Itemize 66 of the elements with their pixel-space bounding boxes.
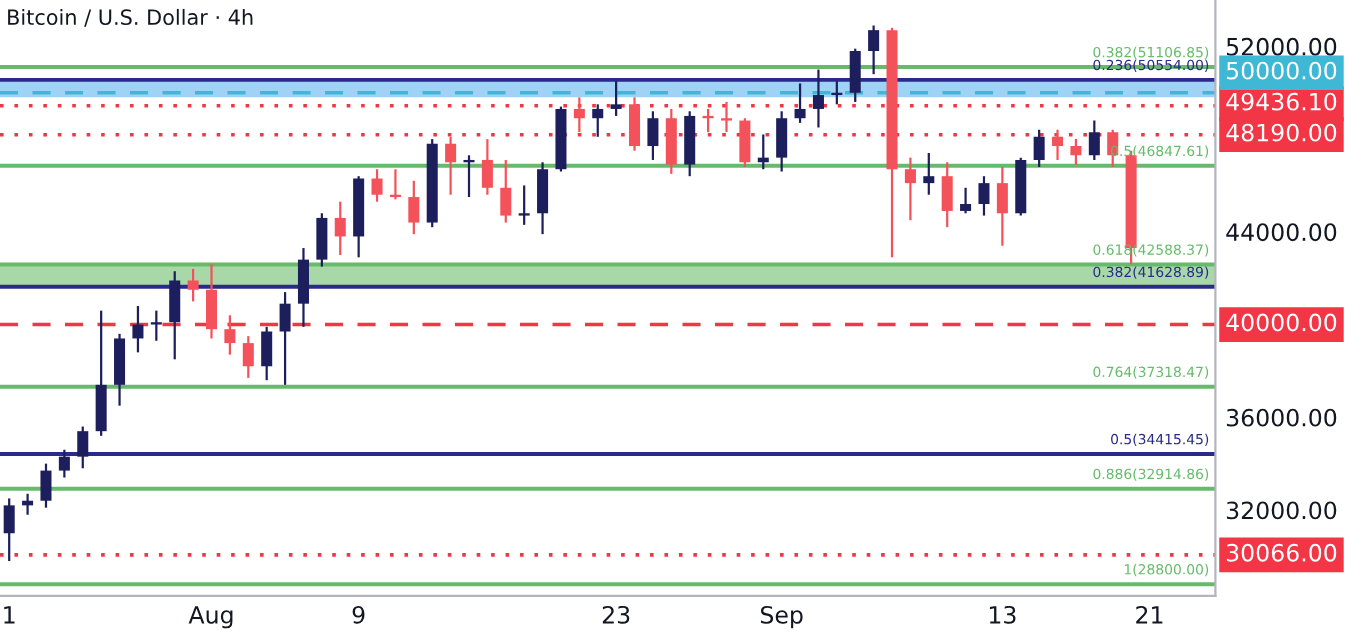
ref-line-label: 40000.00: [1226, 313, 1337, 332]
candlestick: [445, 135, 457, 196]
candlestick: [205, 263, 218, 340]
candlestick: [1052, 128, 1064, 162]
candlestick: [58, 448, 70, 479]
candlestick: [776, 110, 788, 173]
candlestick: [132, 304, 144, 354]
candlestick: [150, 309, 162, 342]
x-tick-label: 23: [602, 605, 630, 624]
candlestick: [812, 68, 824, 129]
candlestick: [1070, 137, 1082, 166]
candlestick: [665, 107, 677, 175]
candlestick: [297, 246, 309, 328]
ref-line-label: 50000.00: [1226, 61, 1337, 80]
y-tick-label: 52000.00: [1226, 37, 1337, 56]
candlestick: [371, 168, 383, 203]
candlestick: [242, 335, 254, 379]
candlestick: [960, 186, 972, 215]
candlestick: [463, 154, 475, 199]
candlestick: [941, 161, 953, 229]
candlestick: [592, 103, 604, 138]
candlestick: [573, 96, 585, 134]
candlestick: [868, 24, 880, 76]
candlestick: [261, 325, 273, 382]
x-tick-label: Aug: [188, 606, 233, 629]
candlestick: [1033, 128, 1045, 169]
x-tick-label: Sep: [760, 605, 803, 629]
candlestick: [978, 175, 990, 217]
candlestick: [279, 290, 291, 386]
candlestick: [224, 314, 236, 356]
candlestick: [518, 184, 530, 226]
x-tick-label: 13: [989, 605, 1016, 624]
candlestick: [904, 156, 916, 222]
y-tick-label: 44000.00: [1226, 223, 1337, 242]
candlestick: [537, 161, 549, 236]
ref-line-label: 48190.00: [1226, 123, 1337, 142]
ref-line-label: 49436.10: [1226, 92, 1337, 111]
candlestick: [739, 117, 751, 169]
candlestick: [95, 309, 107, 437]
candlestick: [794, 82, 806, 124]
x-tick-label: 21: [1136, 605, 1163, 624]
candlestick: [408, 179, 420, 236]
candlestick: [481, 137, 493, 196]
candlestick: [500, 158, 512, 224]
ref-line-label: 30066.00: [1226, 543, 1337, 562]
candlestick: [334, 200, 346, 257]
candlestick: [647, 110, 659, 162]
candlestick: [720, 100, 732, 134]
candlestick: [923, 151, 935, 196]
y-tick-label: 36000.00: [1226, 408, 1337, 427]
candlestick: [610, 80, 622, 118]
candlestick: [316, 212, 328, 268]
candlestick: [187, 267, 199, 303]
candlestick: [77, 425, 89, 470]
x-tick-label: 1: [4, 606, 15, 624]
candlestick: [40, 462, 52, 509]
candlestick: [169, 270, 181, 361]
candlestick: [996, 165, 1008, 247]
x-tick-label: 9: [352, 605, 365, 624]
candlestick: [114, 332, 126, 407]
chart-title: Bitcoin / U.S. Dollar · 4h: [8, 8, 253, 27]
candlestick: [3, 497, 15, 563]
y-tick-label: 32000.00: [1226, 501, 1337, 520]
candlestick: [849, 47, 861, 104]
candlestick: [1088, 119, 1100, 162]
candlestick: [629, 96, 641, 152]
